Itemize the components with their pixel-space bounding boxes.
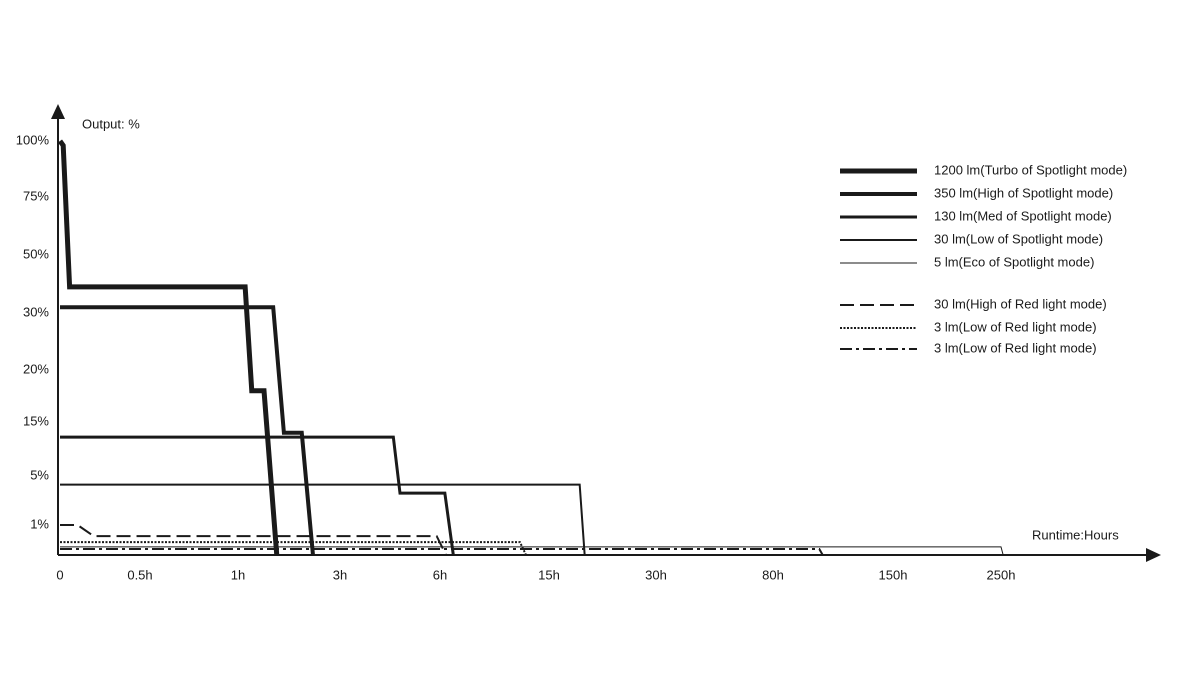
y-tick-label: 20% [23,361,49,376]
y-tick-label: 15% [23,413,49,428]
series-line [60,435,455,556]
x-tick-label: 80h [762,567,784,582]
x-tick-label: 150h [879,567,908,582]
series-line [60,483,586,556]
series-line [60,548,824,556]
series-line [60,546,1004,556]
legend-label: 5 lm(Eco of Spotlight mode) [934,254,1094,269]
x-axis-label: Runtime:Hours [1032,527,1119,542]
series-line [60,524,447,556]
legend-label: 30 lm(Low of Spotlight mode) [934,231,1103,246]
x-tick-label: 3h [333,567,347,582]
legend-label: 130 lm(Med of Spotlight mode) [934,208,1112,223]
y-tick-label: 100% [16,132,50,147]
y-tick-label: 50% [23,246,49,261]
y-tick-label: 30% [23,304,49,319]
y-axis-arrow [51,104,65,119]
series-line [60,305,315,556]
series-line [60,541,527,556]
x-tick-label: 1h [231,567,245,582]
legend-label: 1200 lm(Turbo of Spotlight mode) [934,162,1127,177]
series-line [57,139,280,556]
x-tick-label: 0 [56,567,63,582]
y-axis-label: Output: % [82,116,140,131]
legend-label: 3 lm(Low of Red light mode) [934,319,1097,334]
legend-label: 3 lm(Low of Red light mode) [934,340,1097,355]
y-tick-label: 75% [23,188,49,203]
x-axis-arrow [1146,548,1161,562]
x-tick-label: 250h [987,567,1016,582]
y-tick-label: 1% [30,516,49,531]
x-tick-label: 15h [538,567,560,582]
y-tick-label: 5% [30,467,49,482]
x-tick-label: 6h [433,567,447,582]
x-tick-label: 0.5h [127,567,152,582]
x-tick-label: 30h [645,567,667,582]
legend-label: 350 lm(High of Spotlight mode) [934,185,1113,200]
legend-label: 30 lm(High of Red light mode) [934,296,1107,311]
